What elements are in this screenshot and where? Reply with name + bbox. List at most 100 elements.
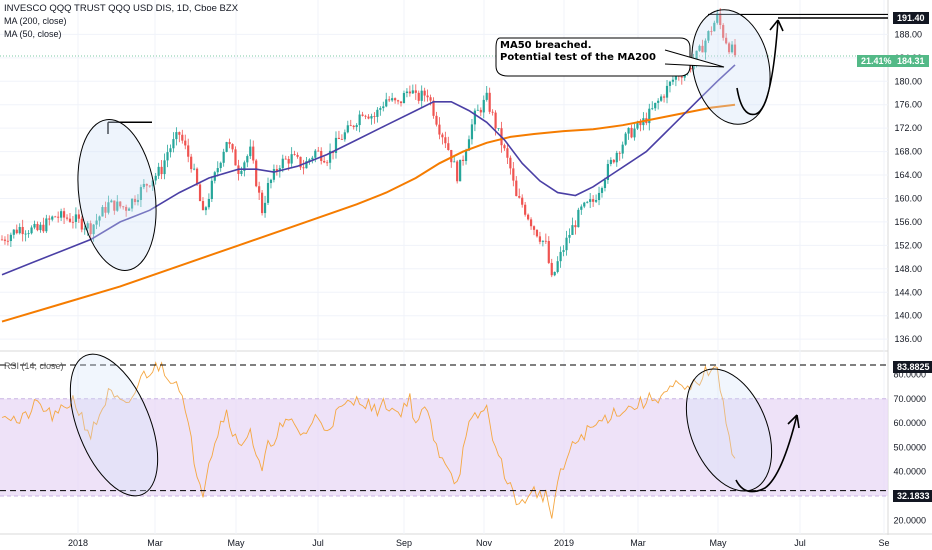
candle-body (260, 192, 264, 214)
candle-body (172, 139, 175, 149)
time-tick-label: Jul (312, 538, 324, 548)
candle-body (367, 116, 370, 119)
candle-body (86, 223, 89, 229)
candle-body (444, 137, 447, 144)
candle-body (535, 229, 539, 237)
ma50-line (1, 64, 736, 276)
candle-body (195, 168, 199, 185)
candle-body (122, 206, 125, 208)
candle-body (657, 100, 660, 103)
time-tick-label: Sep (396, 538, 412, 548)
candle-body (151, 180, 154, 187)
candle-body (630, 127, 633, 138)
candle-body (603, 179, 607, 189)
candle-body (139, 187, 143, 200)
candle-body (488, 92, 491, 112)
candle-body (577, 209, 580, 228)
circle-right-rsi (685, 368, 773, 492)
price-tick-label: 140.00 (894, 311, 922, 321)
candle-body (376, 109, 379, 117)
candle-body (580, 206, 583, 210)
candle-body (467, 139, 471, 151)
candle-body (21, 227, 24, 235)
candle-body (275, 169, 278, 172)
candle-body (639, 121, 642, 126)
candle-body (373, 116, 376, 117)
candle-body (110, 200, 113, 203)
candle-body (6, 240, 10, 242)
candle-body (411, 90, 414, 94)
time-tick-label: Mar (630, 538, 646, 548)
candle-body (71, 221, 75, 223)
price-tick-label: 156.00 (894, 217, 922, 227)
candle-body (414, 90, 417, 93)
candle-body (574, 225, 577, 228)
candle-body (662, 96, 666, 98)
rsi-tick-label: 20.0000 (893, 515, 926, 525)
candle-body (358, 114, 361, 126)
candle-body (133, 198, 137, 203)
rsi-tick-label: 80.0000 (893, 369, 926, 379)
candle-body (719, 13, 722, 26)
candle-body (80, 218, 83, 230)
circle-left-rsi (69, 353, 159, 497)
candle-body (361, 114, 364, 116)
candle-body (15, 229, 18, 234)
candle-body (308, 159, 311, 162)
candle-body (417, 92, 420, 101)
candle-body (494, 112, 497, 129)
candle-body (216, 168, 219, 173)
candle-body (408, 91, 411, 94)
candle-body (698, 45, 701, 51)
candle-body (163, 160, 166, 175)
candle-body (119, 201, 122, 207)
candle-body (565, 237, 568, 251)
candle-body (166, 152, 169, 161)
circle-left-price (77, 119, 157, 271)
candle-body (532, 226, 536, 230)
candle-body (160, 166, 163, 175)
callout-box (495, 37, 691, 77)
candle-body (624, 133, 627, 145)
candle-body (24, 233, 27, 235)
candle-body (515, 180, 518, 197)
candle-body (541, 240, 544, 242)
candle-body (193, 168, 196, 170)
candle-body (0, 239, 4, 241)
candle-body (479, 109, 482, 113)
candle-body (385, 99, 388, 107)
candle-body (219, 162, 222, 169)
candle-body (92, 224, 95, 235)
time-tick-label: Mar (147, 538, 163, 548)
candle-body (346, 125, 349, 133)
price-tick-label: 164.00 (894, 170, 922, 180)
candle-body (83, 228, 86, 230)
candle-body (296, 154, 299, 157)
candle-body (544, 240, 547, 242)
candle-body (60, 211, 63, 218)
candle-body (293, 154, 296, 155)
candle-body (562, 250, 565, 252)
time-axis: 2018 Mar May Jul Sep Nov 2019 Mar May Jul Se (68, 538, 890, 548)
circle-right-price (691, 9, 771, 125)
candle-body (130, 198, 134, 209)
price-tick-label: 180.00 (894, 76, 922, 86)
annotation-line1: MA50 breached. (500, 40, 592, 51)
rsi-band-fill (0, 398, 888, 496)
candle-body (234, 149, 237, 166)
hand-drawings (69, 9, 888, 497)
price-arrow-head (769, 19, 784, 32)
candle-body (334, 137, 338, 153)
candle-body (370, 116, 373, 119)
candle-body (450, 149, 453, 163)
candle-body (272, 169, 276, 180)
rsi-line (1, 361, 736, 519)
time-tick-label: Nov (476, 538, 493, 548)
candle-body (305, 161, 308, 169)
last-price-tag: 184.31 (893, 55, 929, 67)
candle-body (36, 223, 39, 231)
candle-body (503, 145, 506, 149)
candle-body (405, 91, 409, 94)
candle-body (399, 101, 403, 104)
candle-body (326, 162, 329, 164)
